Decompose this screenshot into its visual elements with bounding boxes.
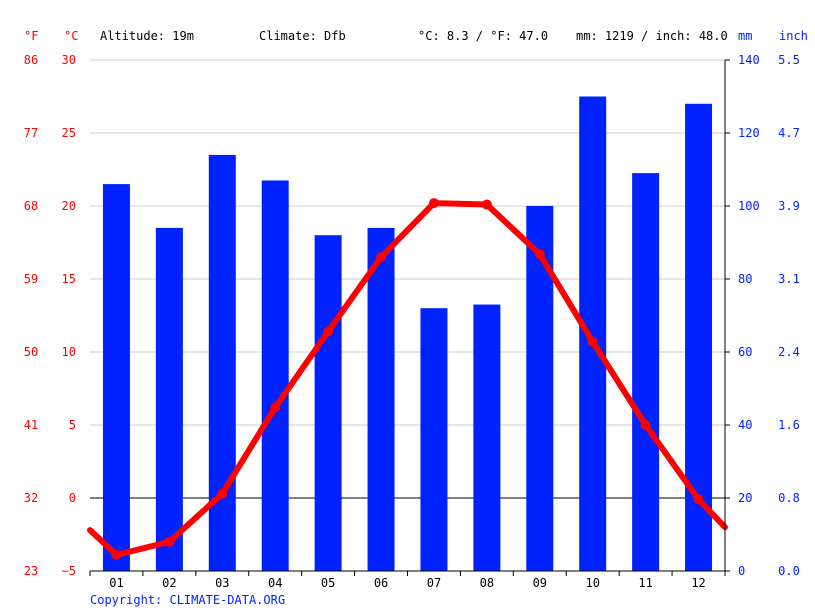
month-tick-label: 03 (215, 576, 229, 590)
temperature-point (481, 199, 492, 210)
temperature-line (87, 198, 728, 560)
celsius-tick-label: 15 (62, 272, 76, 286)
month-tick-label: 12 (691, 576, 705, 590)
unit-inch-label: inch (779, 29, 808, 43)
celsius-tick-label: 5 (69, 418, 76, 432)
month-tick-label: 11 (638, 576, 652, 590)
mm-tick-label: 40 (738, 418, 752, 432)
temperature-point (376, 252, 387, 263)
inch-tick-label: 2.4 (778, 345, 800, 359)
month-tick-label: 08 (480, 576, 494, 590)
climate-label: Climate: Dfb (259, 29, 346, 43)
temperature-point (640, 420, 651, 430)
temperature-point (323, 326, 334, 337)
temperature-point (164, 536, 175, 547)
mm-tick-label: 0 (738, 564, 745, 578)
inch-tick-label: 1.6 (778, 418, 800, 432)
temperature-point (111, 549, 122, 560)
precipitation-bar (473, 304, 501, 571)
fahrenheit-tick-label: 50 (24, 345, 38, 359)
mm-tick-label: 80 (738, 272, 752, 286)
altitude-label: Altitude: 19m (100, 29, 194, 43)
unit-fahrenheit-label: °F (24, 29, 38, 43)
temperature-point (270, 402, 281, 413)
fahrenheit-tick-label: 77 (24, 126, 38, 140)
precipitation-bar (526, 206, 554, 571)
celsius-tick-label: 10 (62, 345, 76, 359)
celsius-tick-label: 30 (62, 53, 76, 67)
precipitation-bar (314, 235, 342, 571)
celsius-tick-label: −5 (62, 564, 76, 578)
month-tick-label: 06 (374, 576, 388, 590)
temperature-point (587, 336, 598, 347)
temperature-point (428, 198, 439, 209)
temperature-point (534, 249, 545, 260)
mm-tick-label: 120 (738, 126, 760, 140)
precipitation-bar (208, 154, 236, 571)
mm-tick-label: 100 (738, 199, 760, 213)
inch-tick-label: 0.8 (778, 491, 800, 505)
inch-tick-label: 5.5 (778, 53, 800, 67)
temperature-line-path (87, 200, 728, 558)
celsius-tick-label: 0 (69, 491, 76, 505)
month-tick-label: 10 (585, 576, 599, 590)
celsius-tick-label: 25 (62, 126, 76, 140)
fahrenheit-tick-label: 32 (24, 491, 38, 505)
inch-tick-label: 3.9 (778, 199, 800, 213)
precipitation-bars (102, 96, 713, 572)
total-precipitation-label: mm: 1219 / inch: 48.0 (576, 29, 728, 43)
average-temperature-label: °C: 8.3 / °F: 47.0 (418, 29, 548, 43)
copyright-link[interactable]: Copyright: CLIMATE-DATA.ORG (90, 593, 285, 607)
precipitation-bar (102, 184, 130, 571)
month-tick-label: 05 (321, 576, 335, 590)
inch-tick-label: 0.0 (778, 564, 800, 578)
fahrenheit-tick-label: 86 (24, 53, 38, 67)
precipitation-bar (579, 96, 607, 571)
unit-mm-label: mm (738, 29, 752, 43)
mm-tick-label: 20 (738, 491, 752, 505)
month-tick-label: 07 (427, 576, 441, 590)
inch-tick-label: 3.1 (778, 272, 800, 286)
precipitation-bar (685, 103, 713, 572)
inch-tick-label: 4.7 (778, 126, 800, 140)
fahrenheit-tick-label: 23 (24, 564, 38, 578)
axes: 86 30 140 5.577 25 120 4.768 20 100 3.959 15 80 3.15… (24, 53, 800, 590)
month-tick-label: 02 (162, 576, 176, 590)
fahrenheit-tick-label: 59 (24, 272, 38, 286)
precipitation-bar (261, 180, 289, 571)
fahrenheit-tick-label: 68 (24, 199, 38, 213)
mm-tick-label: 140 (738, 53, 760, 67)
temperature-point (693, 494, 704, 505)
precipitation-bar (632, 173, 660, 571)
precipitation-bar (420, 308, 448, 571)
month-tick-label: 01 (109, 576, 123, 590)
precipitation-bar (155, 227, 183, 571)
temperature-point (217, 488, 228, 499)
month-tick-label: 09 (533, 576, 547, 590)
month-tick-label: 04 (268, 576, 282, 590)
unit-celsius-label: °C (64, 29, 78, 43)
mm-tick-label: 60 (738, 345, 752, 359)
celsius-tick-label: 20 (62, 199, 76, 213)
gridlines (90, 59, 725, 499)
fahrenheit-tick-label: 41 (24, 418, 38, 432)
precipitation-bar (367, 227, 395, 571)
